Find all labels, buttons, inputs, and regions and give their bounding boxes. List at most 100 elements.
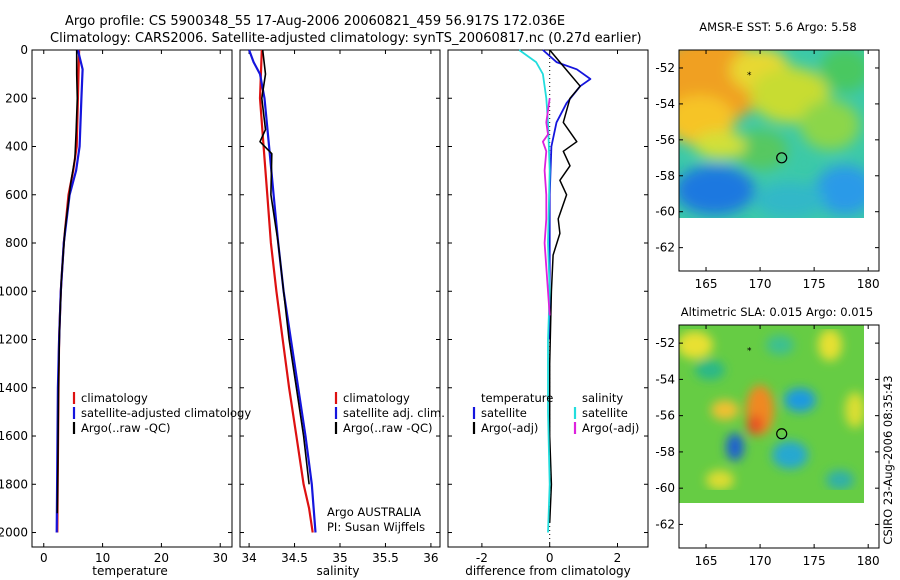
map-x-tick-label: 165 bbox=[695, 554, 718, 568]
map-y-tick-label: -60 bbox=[655, 205, 675, 219]
sla-high-patch bbox=[747, 415, 763, 435]
series-line-satellite-adj-clim- bbox=[248, 49, 317, 533]
map-y-tick-label: -52 bbox=[655, 336, 675, 350]
sla-low-patch bbox=[726, 433, 744, 461]
sst-mid-patch bbox=[732, 130, 788, 170]
sst-mid-patch bbox=[800, 100, 860, 150]
argo-position-marker bbox=[776, 428, 788, 440]
sla-high-patch bbox=[845, 392, 864, 428]
difference-panel: -2 0 2 difference from climatology tempera… bbox=[447, 49, 649, 578]
map-y-tick-label: -56 bbox=[655, 133, 675, 147]
sla-high-patch bbox=[679, 331, 713, 359]
x-tick-label: 35 bbox=[332, 551, 347, 565]
map-y-tick-label: -58 bbox=[655, 169, 675, 183]
sparse-point-marker: * bbox=[747, 71, 752, 81]
map-y-tick-label: -56 bbox=[655, 409, 675, 423]
y-tick-label: 1800 bbox=[0, 477, 28, 491]
difference-lines bbox=[518, 49, 592, 533]
x-tick-label: 0 bbox=[40, 551, 48, 565]
map-y-tick-label: -62 bbox=[655, 517, 675, 531]
sst-argo-marker: * bbox=[747, 71, 788, 164]
sla-low-patch bbox=[772, 441, 808, 469]
map-y-tick-label: -62 bbox=[655, 241, 675, 255]
map-y-tick-label: -52 bbox=[655, 61, 675, 75]
sst-ticks: 165 170 175 180 -52 -54 -56 -58 -60 -62 bbox=[655, 50, 880, 291]
map-x-tick-label: 180 bbox=[857, 277, 880, 291]
x-tick-label: 34.5 bbox=[281, 551, 308, 565]
legend-label-climatology: climatology bbox=[81, 391, 148, 405]
y-tick-label: 600 bbox=[5, 188, 28, 202]
map-y-tick-label: -54 bbox=[655, 97, 675, 111]
sst-mid-patch bbox=[694, 131, 746, 159]
legend-heading-salinity: salinity bbox=[582, 391, 623, 405]
series-line-salinity-satellite bbox=[518, 49, 551, 533]
temperature-ticks: 0 10 20 30 0 200 400 600 800 1000 1200 1400 1600 1800… bbox=[0, 43, 232, 565]
series-line-argo-raw-qc- bbox=[56, 50, 79, 514]
series-line-temperature-argo-adj- bbox=[548, 49, 581, 523]
sst-cold-patch bbox=[679, 165, 755, 215]
sla-map-panel: Altimetric SLA: 0.015 Argo: 0.015 165 170… bbox=[655, 305, 879, 568]
legend-label-satellite-adjusted: satellite-adjusted climatology bbox=[81, 406, 251, 420]
x-tick-label: 34 bbox=[241, 551, 256, 565]
difference-ticks: -2 0 2 bbox=[448, 49, 648, 565]
y-tick-label: 1400 bbox=[0, 381, 28, 395]
sst-cold-patch bbox=[755, 182, 825, 218]
map-x-tick-label: 165 bbox=[695, 277, 718, 291]
sla-heatmap bbox=[679, 325, 864, 503]
temperature-panel: 0 10 20 30 0 200 400 600 800 1000 1200 1400 1600 1800… bbox=[0, 43, 251, 578]
series-line-salinity-argo-adj- bbox=[542, 98, 551, 316]
sst-mid-patch bbox=[820, 50, 864, 92]
difference-legend: temperature satellite Argo(-adj) salinit… bbox=[472, 391, 639, 435]
legend-label-temp-argo: Argo(-adj) bbox=[481, 421, 538, 435]
x-tick-label: 0 bbox=[546, 551, 554, 565]
salinity-ticks: 34 34.5 35 35.5 36 bbox=[240, 49, 440, 565]
map-x-tick-label: 170 bbox=[749, 277, 772, 291]
sla-map-title: Altimetric SLA: 0.015 Argo: 0.015 bbox=[681, 305, 873, 319]
sla-ticks: 165 170 175 180 -52 -54 -56 -58 -60 -62 bbox=[655, 325, 880, 568]
pi-annotation: PI: Susan Wijffels bbox=[327, 520, 425, 534]
argo-position-marker bbox=[776, 152, 788, 164]
sla-low-patch bbox=[826, 470, 854, 490]
legend-label-argo: Argo(..raw -QC) bbox=[343, 421, 433, 435]
salinity-xlabel: salinity bbox=[316, 564, 359, 578]
sla-low-patch bbox=[784, 388, 816, 412]
y-tick-label: 200 bbox=[5, 91, 28, 105]
difference-xlabel: difference from climatology bbox=[465, 564, 631, 578]
temperature-axes-frame bbox=[31, 49, 233, 548]
x-tick-label: 2 bbox=[614, 551, 622, 565]
y-tick-label: 400 bbox=[5, 140, 28, 154]
x-tick-label: -2 bbox=[476, 551, 488, 565]
y-tick-label: 800 bbox=[5, 236, 28, 250]
y-tick-label: 1200 bbox=[0, 333, 28, 347]
salinity-panel: 34 34.5 35 35.5 36 salinity climatology sate… bbox=[239, 49, 445, 578]
sparse-point-marker: * bbox=[747, 346, 752, 356]
x-tick-label: 30 bbox=[213, 551, 228, 565]
y-tick-label: 0 bbox=[20, 43, 28, 57]
legend-label-climatology: climatology bbox=[343, 391, 410, 405]
map-x-tick-label: 175 bbox=[803, 554, 826, 568]
map-x-tick-label: 180 bbox=[857, 554, 880, 568]
creation-stamp: CSIRO 23-Aug-2006 08:35:43 bbox=[881, 375, 895, 544]
sla-high-patch bbox=[711, 400, 739, 420]
sla-low-patch bbox=[695, 360, 725, 380]
series-line-climatology bbox=[258, 49, 314, 533]
series-line-temperature-satellite bbox=[542, 49, 592, 340]
map-x-tick-label: 175 bbox=[803, 277, 826, 291]
salinity-legend: climatology satellite adj. clim. Argo(..… bbox=[334, 391, 445, 435]
temperature-legend: climatology satellite-adjusted climatolo… bbox=[72, 391, 251, 435]
x-tick-label: 36 bbox=[423, 551, 438, 565]
legend-heading-temperature: temperature bbox=[481, 391, 553, 405]
x-tick-label: 10 bbox=[95, 551, 110, 565]
sst-map-title: AMSR-E SST: 5.6 Argo: 5.58 bbox=[699, 20, 856, 34]
legend-label-satellite: satellite adj. clim. bbox=[343, 406, 445, 420]
argo-program-annotation: Argo AUSTRALIA bbox=[327, 505, 421, 519]
series-line-argo-raw-qc- bbox=[259, 49, 310, 485]
sla-axes-frame bbox=[678, 324, 880, 549]
sst-map-panel: AMSR-E SST: 5.6 Argo: 5.58 165 170 175 180 -… bbox=[655, 20, 880, 291]
map-x-tick-label: 170 bbox=[749, 554, 772, 568]
x-tick-label: 35.5 bbox=[372, 551, 399, 565]
sst-cold-patch bbox=[815, 165, 864, 215]
sla-argo-marker: * bbox=[747, 346, 788, 440]
difference-axes-frame bbox=[447, 49, 649, 548]
y-tick-label: 1600 bbox=[0, 429, 28, 443]
